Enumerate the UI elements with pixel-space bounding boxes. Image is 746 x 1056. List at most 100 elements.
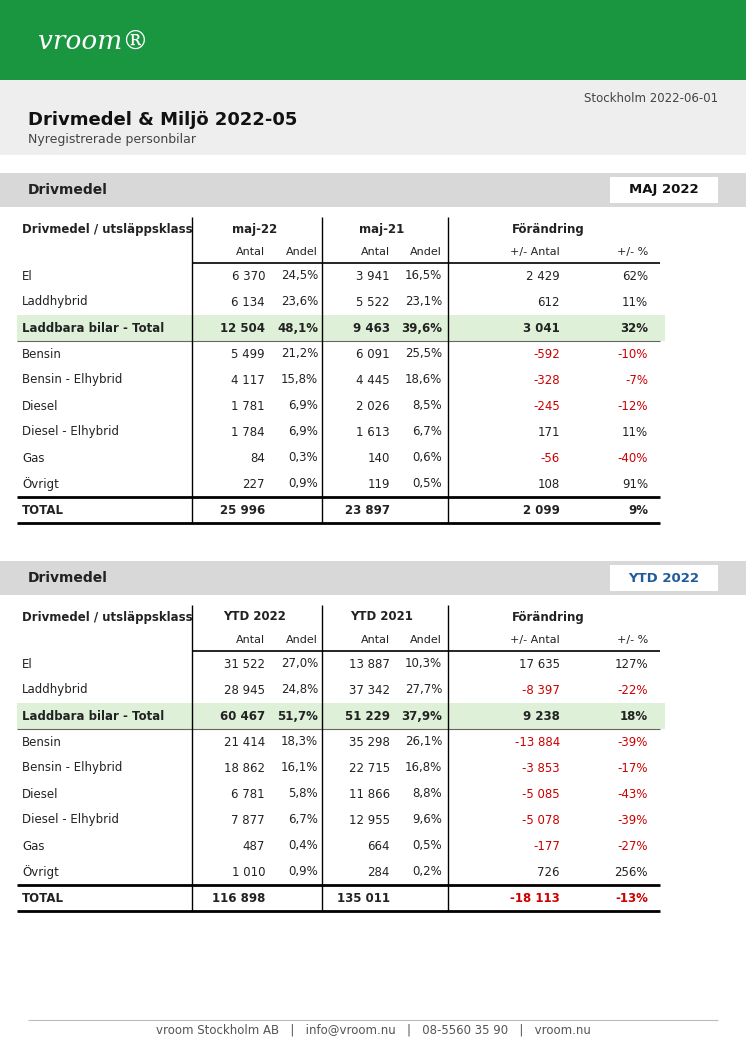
Text: 127%: 127% (615, 658, 648, 671)
Text: -592: -592 (533, 347, 560, 360)
Text: -10%: -10% (618, 347, 648, 360)
Text: TOTAL: TOTAL (22, 504, 64, 516)
Text: 27,0%: 27,0% (280, 658, 318, 671)
Text: 32%: 32% (620, 321, 648, 335)
Text: 16,1%: 16,1% (280, 761, 318, 774)
Text: 6 091: 6 091 (357, 347, 390, 360)
Text: Diesel - Elhybrid: Diesel - Elhybrid (22, 813, 119, 827)
Text: Antal: Antal (236, 635, 265, 645)
Text: +/- Antal: +/- Antal (510, 635, 560, 645)
Text: 39,6%: 39,6% (401, 321, 442, 335)
Text: 6,7%: 6,7% (412, 426, 442, 438)
Text: 62%: 62% (622, 269, 648, 283)
Text: 0,9%: 0,9% (288, 477, 318, 490)
Text: 9%: 9% (628, 504, 648, 516)
Text: 16,8%: 16,8% (405, 761, 442, 774)
Text: Diesel - Elhybrid: Diesel - Elhybrid (22, 426, 119, 438)
Text: YTD 2021: YTD 2021 (351, 610, 413, 623)
Text: 6 781: 6 781 (231, 788, 265, 800)
Text: -7%: -7% (625, 374, 648, 386)
Text: 25,5%: 25,5% (405, 347, 442, 360)
Text: 17 635: 17 635 (519, 658, 560, 671)
Text: 5,8%: 5,8% (289, 788, 318, 800)
Text: 2 429: 2 429 (526, 269, 560, 283)
Text: Antal: Antal (361, 635, 390, 645)
Text: Diesel: Diesel (22, 788, 58, 800)
Text: Andel: Andel (286, 247, 318, 257)
Text: 15,8%: 15,8% (281, 374, 318, 386)
Text: Bensin - Elhybrid: Bensin - Elhybrid (22, 761, 122, 774)
Text: El: El (22, 658, 33, 671)
Text: 0,3%: 0,3% (289, 452, 318, 465)
Text: 23 897: 23 897 (345, 504, 390, 516)
Text: Antal: Antal (361, 247, 390, 257)
Text: -27%: -27% (618, 840, 648, 852)
Text: 171: 171 (538, 426, 560, 438)
Text: 21,2%: 21,2% (280, 347, 318, 360)
Text: -12%: -12% (618, 399, 648, 413)
Text: Nyregistrerade personbilar: Nyregistrerade personbilar (28, 133, 196, 147)
Text: 1 781: 1 781 (231, 399, 265, 413)
Text: 18%: 18% (620, 710, 648, 722)
Text: Drivmedel: Drivmedel (28, 571, 108, 585)
Text: 24,5%: 24,5% (280, 269, 318, 283)
Text: YTD 2022: YTD 2022 (628, 571, 700, 585)
Text: 18,6%: 18,6% (405, 374, 442, 386)
Text: 0,5%: 0,5% (413, 840, 442, 852)
Text: 5 499: 5 499 (231, 347, 265, 360)
Text: 6 134: 6 134 (231, 296, 265, 308)
Text: Övrigt: Övrigt (22, 865, 59, 879)
Text: vroom Stockholm AB   |   info@vroom.nu   |   08-5560 35 90   |   vroom.nu: vroom Stockholm AB | info@vroom.nu | 08-… (156, 1023, 590, 1037)
Text: 2 099: 2 099 (523, 504, 560, 516)
Text: Förändring: Förändring (512, 223, 584, 235)
Text: 11 866: 11 866 (349, 788, 390, 800)
Text: 51 229: 51 229 (345, 710, 390, 722)
Text: -245: -245 (533, 399, 560, 413)
Text: 284: 284 (368, 866, 390, 879)
Text: 91%: 91% (622, 477, 648, 490)
Text: 4 117: 4 117 (231, 374, 265, 386)
Text: 9 238: 9 238 (523, 710, 560, 722)
Text: 6,7%: 6,7% (288, 813, 318, 827)
Text: Antal: Antal (236, 247, 265, 257)
Text: 0,4%: 0,4% (288, 840, 318, 852)
Text: 8,8%: 8,8% (413, 788, 442, 800)
Bar (0, 173, 746, 207)
Text: 0,2%: 0,2% (413, 866, 442, 879)
Text: 0,6%: 0,6% (413, 452, 442, 465)
Text: -39%: -39% (618, 813, 648, 827)
Text: Bensin - Elhybrid: Bensin - Elhybrid (22, 374, 122, 386)
Text: 6,9%: 6,9% (288, 399, 318, 413)
Text: 60 467: 60 467 (220, 710, 265, 722)
Text: 726: 726 (538, 866, 560, 879)
Text: 1 613: 1 613 (357, 426, 390, 438)
Text: 24,8%: 24,8% (280, 683, 318, 697)
Text: 12 504: 12 504 (220, 321, 265, 335)
Bar (610, 177, 718, 203)
Text: -17%: -17% (618, 761, 648, 774)
Text: 25 996: 25 996 (220, 504, 265, 516)
Text: +/- %: +/- % (617, 247, 648, 257)
Text: -56: -56 (541, 452, 560, 465)
Text: 664: 664 (368, 840, 390, 852)
Text: vroom®: vroom® (38, 30, 148, 54)
Text: 6,9%: 6,9% (288, 426, 318, 438)
Text: 48,1%: 48,1% (277, 321, 318, 335)
Text: -40%: -40% (618, 452, 648, 465)
Text: Laddbara bilar - Total: Laddbara bilar - Total (22, 710, 164, 722)
Text: Övrigt: Övrigt (22, 477, 59, 491)
Text: -328: -328 (533, 374, 560, 386)
Text: 4 445: 4 445 (357, 374, 390, 386)
Text: -5 085: -5 085 (522, 788, 560, 800)
Text: -5 078: -5 078 (522, 813, 560, 827)
Text: -18 113: -18 113 (510, 891, 560, 905)
Text: 13 887: 13 887 (349, 658, 390, 671)
Text: 2 026: 2 026 (357, 399, 390, 413)
Text: Bensin: Bensin (22, 347, 62, 360)
Text: Diesel: Diesel (22, 399, 58, 413)
Text: 23,1%: 23,1% (405, 296, 442, 308)
Text: -8 397: -8 397 (522, 683, 560, 697)
Text: Förändring: Förändring (512, 610, 584, 623)
Text: -22%: -22% (618, 683, 648, 697)
Text: Drivmedel / utsläppsklass: Drivmedel / utsläppsklass (22, 610, 192, 623)
